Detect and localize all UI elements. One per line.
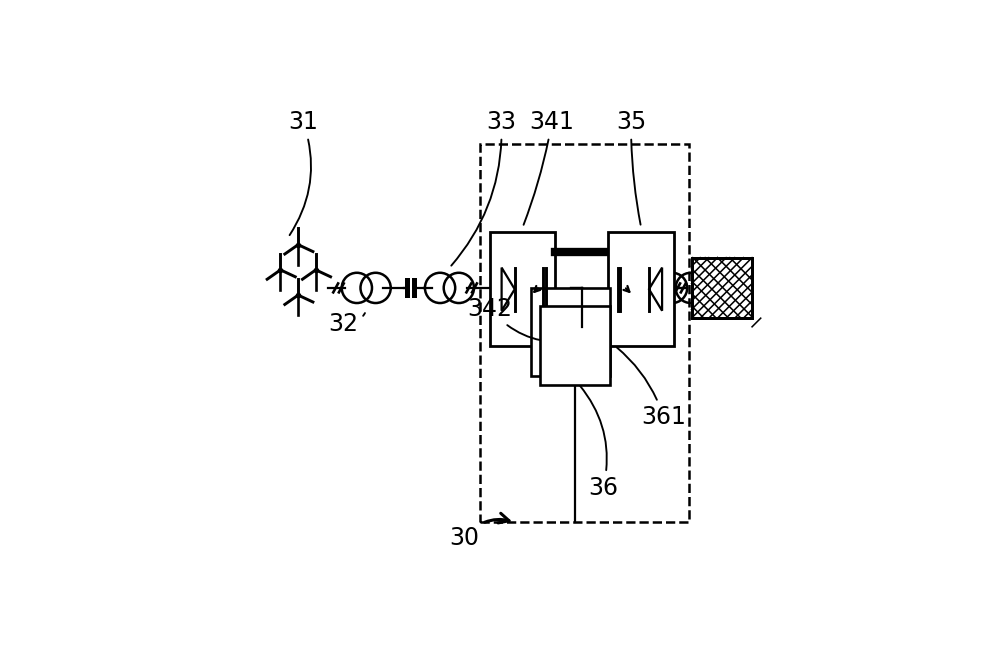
Text: 36: 36 xyxy=(580,386,618,500)
Bar xyxy=(490,233,555,346)
Text: 33: 33 xyxy=(451,110,516,266)
Bar xyxy=(692,257,752,318)
Text: 32: 32 xyxy=(329,312,365,336)
Text: 361: 361 xyxy=(617,347,686,429)
Bar xyxy=(480,144,689,523)
Text: 31: 31 xyxy=(288,110,318,235)
Bar xyxy=(692,257,752,318)
Bar xyxy=(531,288,610,376)
Bar xyxy=(540,306,610,385)
Bar xyxy=(608,233,674,346)
Text: 342: 342 xyxy=(467,297,579,342)
Text: 30: 30 xyxy=(450,514,509,550)
Text: 341: 341 xyxy=(524,110,574,225)
Text: 35: 35 xyxy=(616,110,646,225)
